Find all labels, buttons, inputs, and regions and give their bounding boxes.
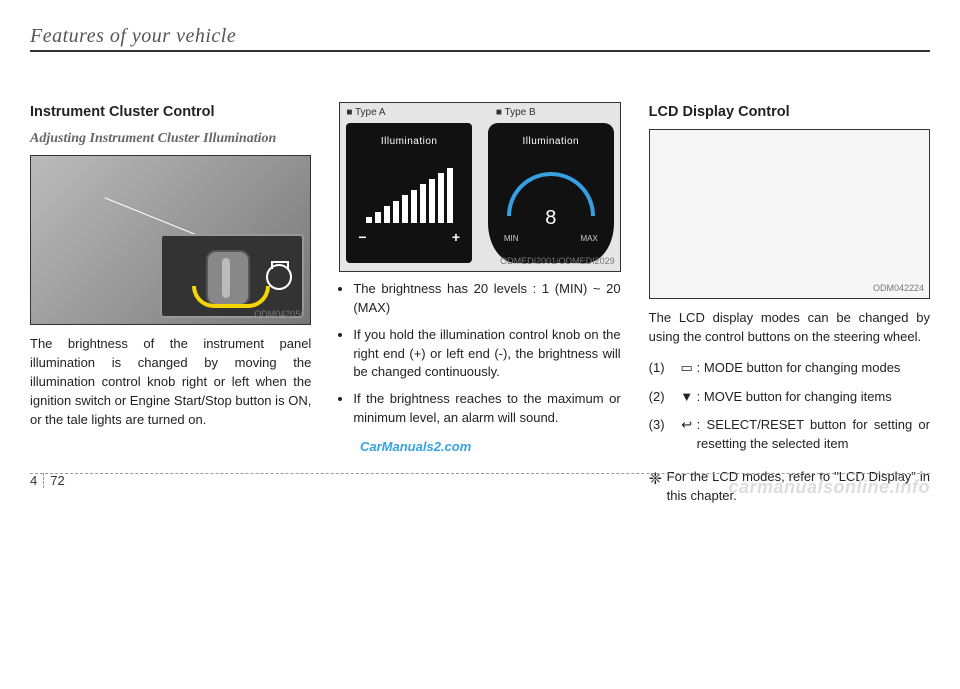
page-number-value: 72 [50, 473, 64, 488]
control-num: (2) [649, 388, 677, 407]
gauge-arc [507, 172, 595, 216]
figure-illumination-types: ■ Type A ■ Type B Illumination −+ Illumi… [339, 102, 620, 272]
col1-paragraph: The brightness of the instrument panel i… [30, 335, 311, 429]
panel-label-a: Illumination [346, 123, 472, 150]
gauge: 8 MIN MAX [488, 172, 614, 245]
figure-code: ODMEDI2001/ODMEDI2029 [500, 255, 615, 268]
select-icon: ↩ [677, 416, 697, 435]
panel-label-b: Illumination [488, 123, 614, 150]
brand-watermark: carmanualsonline.info [728, 477, 930, 498]
col1-heading: Instrument Cluster Control [30, 102, 311, 123]
bullet-item: If you hold the illumination control kno… [353, 326, 620, 383]
knob-callout [160, 234, 304, 318]
col1-subheading: Adjusting Instrument Cluster Illuminatio… [30, 129, 311, 149]
controls-list: (1) ▭ : MODE button for changing modes (… [649, 359, 930, 454]
column-3: LCD Display Control ODM042224 The LCD di… [649, 102, 930, 506]
bullet-item: The brightness has 20 levels : 1 (MIN) ~… [353, 280, 620, 318]
control-desc: : MODE button for changing modes [697, 359, 930, 378]
knob-arrow [192, 286, 270, 308]
mode-icon: ▭ [677, 359, 697, 378]
gauge-max: MAX [580, 233, 597, 245]
figure-lcd-control: ODM042224 [649, 129, 930, 299]
control-row: (1) ▭ : MODE button for changing modes [649, 359, 930, 378]
brightness-bars [346, 168, 472, 223]
col3-heading: LCD Display Control [649, 102, 930, 123]
type-a-label: ■ Type A [346, 106, 385, 121]
col2-bullets: The brightness has 20 levels : 1 (MIN) ~… [339, 280, 620, 428]
move-icon: ▼ [677, 388, 697, 407]
gauge-min-max: MIN MAX [504, 233, 598, 245]
plus-minus-row: −+ [346, 227, 472, 247]
type-b-label: ■ Type B [496, 106, 536, 121]
gauge-min: MIN [504, 233, 519, 245]
column-1: Instrument Cluster Control Adjusting Ins… [30, 102, 311, 506]
watermark: CarManuals2.com [360, 439, 471, 454]
control-num: (1) [649, 359, 677, 378]
bullet-item: If the brightness reaches to the maximum… [353, 390, 620, 428]
figure-code: ODM042224 [873, 282, 924, 295]
figure-illumination-knob: ODM042056 [30, 155, 311, 325]
control-num: (3) [649, 416, 677, 435]
figure-code: ODM042056 [254, 308, 305, 321]
control-desc: : SELECT/RESET button for setting or res… [697, 416, 930, 454]
bulb-icon [266, 264, 292, 290]
footer: 4 72 carmanualsonline.info [30, 473, 930, 488]
control-row: (2) ▼ : MOVE button for changing items [649, 388, 930, 407]
col3-paragraph: The LCD display modes can be changed by … [649, 309, 930, 347]
type-b-panel: Illumination 8 MIN MAX [488, 123, 614, 263]
section-header: Features of your vehicle [30, 25, 930, 52]
chapter-number: 4 [30, 473, 44, 488]
content-columns: Instrument Cluster Control Adjusting Ins… [30, 102, 930, 506]
control-desc: : MOVE button for changing items [697, 388, 930, 407]
control-row: (3) ↩ : SELECT/RESET button for setting … [649, 416, 930, 454]
type-a-panel: Illumination −+ [346, 123, 472, 263]
